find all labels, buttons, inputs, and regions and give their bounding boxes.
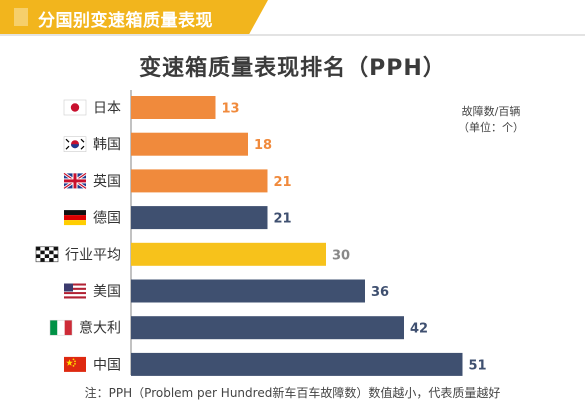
category-label: 行业平均: [65, 247, 121, 263]
bar: [131, 242, 326, 266]
unit-label: 故障数/百辆 （单位：个）: [436, 104, 546, 136]
category-label: 韩国: [93, 137, 121, 153]
uk-flag-icon: [63, 172, 87, 190]
bar: [131, 132, 248, 156]
checkered-flag-icon: [35, 246, 59, 263]
category-label: 美国: [93, 284, 121, 300]
data-label: 36: [371, 285, 389, 300]
chart-title: 变速箱质量表现排名（PPH）: [139, 56, 446, 81]
data-label: 13: [222, 102, 240, 117]
category-label: 德国: [93, 211, 121, 227]
header-banner: 分国别变速箱质量表现: [0, 0, 268, 34]
header-divider: [0, 34, 585, 36]
germany-flag-icon: [64, 210, 86, 226]
unit-label-line2: （单位：个）: [458, 121, 524, 134]
footnote: 注：PPH（Problem per Hundred新车百车故障数）数值越小，代表…: [84, 386, 501, 400]
bar: [131, 96, 216, 119]
data-label: 21: [274, 212, 292, 227]
category-label: 中国: [93, 357, 121, 373]
category-label: 意大利: [79, 320, 121, 337]
data-label: 18: [254, 138, 272, 153]
data-label: 42: [410, 322, 428, 337]
bar: [131, 352, 463, 376]
korea-flag-icon: [63, 136, 87, 152]
china-flag-icon: [64, 356, 86, 372]
header-title: 分国别变速箱质量表现: [38, 11, 213, 31]
bar: [131, 206, 268, 230]
usa-flag-icon: [64, 283, 86, 299]
category-label: 日本: [93, 101, 121, 117]
data-label: 21: [274, 175, 292, 190]
data-label: 30: [332, 248, 350, 263]
italy-flag-icon: [49, 319, 73, 336]
japan-flag-icon: [63, 99, 87, 116]
data-label: 51: [469, 358, 487, 373]
bar: [131, 279, 365, 303]
bar: [131, 316, 404, 340]
bar: [131, 169, 268, 193]
category-label: 英国: [93, 173, 121, 190]
unit-label-line1: 故障数/百辆: [461, 105, 521, 118]
